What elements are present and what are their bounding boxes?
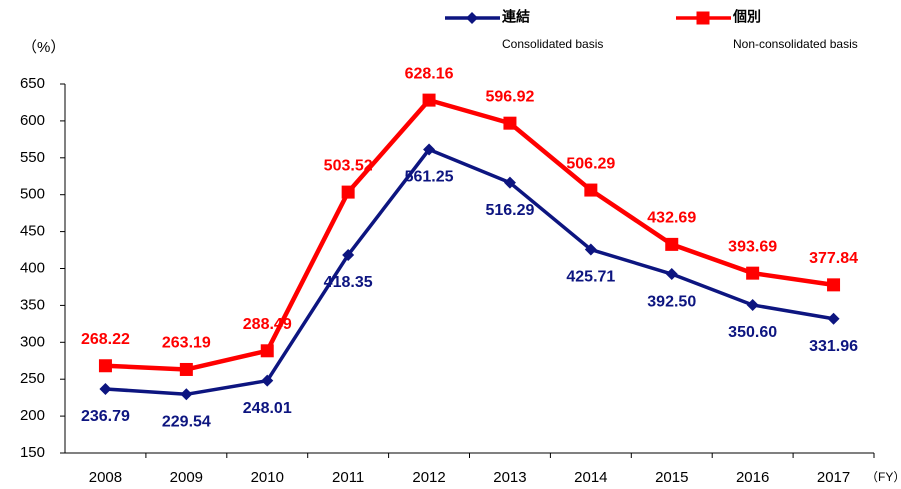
value-label: 516.29 xyxy=(485,202,534,219)
value-label: 377.84 xyxy=(809,250,858,267)
point xyxy=(665,268,678,281)
value-label: 418.35 xyxy=(324,274,373,291)
value-label: 561.25 xyxy=(405,169,454,186)
point xyxy=(260,344,274,358)
x-tick-label: 2013 xyxy=(493,469,526,486)
value-label: 236.79 xyxy=(81,408,130,425)
point xyxy=(98,359,112,373)
y-tick-label: 300 xyxy=(20,333,45,350)
value-label: 350.60 xyxy=(728,324,777,341)
x-tick-label: 2011 xyxy=(332,469,364,486)
value-label: 596.92 xyxy=(485,88,534,105)
value-label: 628.16 xyxy=(405,65,454,82)
value-label: 248.01 xyxy=(243,400,292,417)
value-label: 425.71 xyxy=(566,269,615,286)
legend-sublabel: Consolidated basis xyxy=(502,37,603,51)
point xyxy=(827,278,841,292)
point xyxy=(422,93,436,107)
point xyxy=(423,143,436,156)
series-line xyxy=(105,147,834,397)
y-tick-label: 650 xyxy=(20,75,45,92)
point xyxy=(746,266,760,280)
x-tick-label: 2009 xyxy=(170,469,203,486)
x-axis-label: （FY） xyxy=(866,470,901,484)
point xyxy=(179,362,193,376)
point xyxy=(99,382,112,395)
x-tick-label: 2012 xyxy=(412,469,445,486)
point xyxy=(342,248,355,261)
x-tick-label: 2010 xyxy=(251,469,284,486)
value-label: 432.69 xyxy=(647,210,696,227)
y-tick-label: 250 xyxy=(20,370,45,387)
point xyxy=(341,185,355,199)
value-label: 392.50 xyxy=(647,293,696,310)
value-label: 503.52 xyxy=(324,157,373,174)
value-label: 331.96 xyxy=(809,338,858,355)
y-tick-label: 600 xyxy=(20,112,45,129)
legend-label: 連結 xyxy=(502,9,530,25)
x-tick-label: 2016 xyxy=(736,469,769,486)
y-tick-label: 200 xyxy=(20,407,45,424)
y-tick-label: 500 xyxy=(20,186,45,203)
point xyxy=(584,183,598,197)
value-label: 263.19 xyxy=(162,335,211,352)
y-tick-label: 400 xyxy=(20,259,45,276)
value-label: 288.49 xyxy=(243,316,292,333)
value-label: 393.69 xyxy=(728,238,777,255)
point xyxy=(665,237,679,251)
y-axis-label: （%） xyxy=(22,39,65,56)
series-line xyxy=(105,97,834,372)
legend-marker xyxy=(696,11,710,25)
y-tick-label: 150 xyxy=(20,444,45,461)
point xyxy=(827,312,840,325)
legend-label: 個別 xyxy=(732,9,761,25)
point xyxy=(503,116,517,130)
legend-marker xyxy=(466,12,478,24)
y-tick-label: 550 xyxy=(20,149,45,166)
x-tick-label: 2017 xyxy=(817,469,850,486)
legend-sublabel: Non-consolidated basis xyxy=(733,37,858,51)
x-tick-label: 2014 xyxy=(574,469,607,486)
x-tick-label: 2008 xyxy=(89,469,122,486)
point xyxy=(180,388,193,401)
point xyxy=(746,298,759,311)
point xyxy=(584,243,597,256)
point xyxy=(503,176,516,189)
value-label: 229.54 xyxy=(162,414,211,431)
point xyxy=(261,374,274,387)
y-tick-label: 350 xyxy=(20,296,45,313)
x-tick-label: 2015 xyxy=(655,469,688,486)
value-label: 268.22 xyxy=(81,331,130,348)
value-label: 506.29 xyxy=(566,155,615,172)
y-tick-label: 450 xyxy=(20,223,45,240)
